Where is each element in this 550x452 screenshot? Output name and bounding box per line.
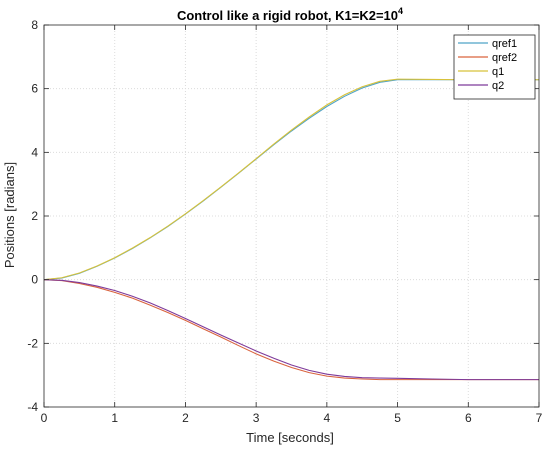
y-tick-label: 2 bbox=[31, 209, 38, 223]
legend-label-qref1: qref1 bbox=[492, 38, 517, 50]
x-tick-label: 6 bbox=[465, 411, 472, 425]
chart-title-superscript: 4 bbox=[398, 6, 403, 16]
x-tick-label: 3 bbox=[253, 411, 260, 425]
chart-title: Control like a rigid robot, K1=K2=104 bbox=[177, 6, 403, 23]
y-tick-label: -2 bbox=[27, 336, 38, 350]
y-tick-label: 8 bbox=[31, 18, 38, 32]
legend-label-q2: q2 bbox=[492, 80, 504, 92]
x-tick-label: 0 bbox=[41, 411, 48, 425]
series-line-q1 bbox=[43, 78, 539, 281]
x-tick-label: 1 bbox=[111, 411, 118, 425]
y-tick-label: 0 bbox=[31, 273, 38, 287]
legend-box bbox=[453, 34, 536, 100]
series-line-q2 bbox=[43, 279, 539, 381]
y-tick-label: -4 bbox=[27, 400, 38, 414]
legend-label-qref2: qref2 bbox=[492, 52, 517, 64]
x-tick-label: 5 bbox=[394, 411, 401, 425]
legend: qref1 qref2 q1 q2 bbox=[453, 34, 536, 100]
x-tick-label: 4 bbox=[324, 411, 331, 425]
chart-title-text: Control like a rigid robot, K1=K2=10 bbox=[177, 8, 398, 23]
series-line-qref2 bbox=[43, 279, 539, 381]
plot-area: 0 1 2 3 4 5 6 7 -4 -2 0 2 4 6 8 qref1 qref2 q1 q2 bbox=[27, 18, 542, 425]
x-tick-label: 7 bbox=[536, 411, 543, 425]
y-tick-label: 6 bbox=[31, 82, 38, 96]
legend-label-q1: q1 bbox=[492, 66, 504, 78]
x-axis-label: Time [seconds] bbox=[246, 430, 334, 445]
x-tick-label: 2 bbox=[182, 411, 189, 425]
y-axis-label: Positions [radians] bbox=[2, 162, 17, 268]
y-tick-label: 4 bbox=[31, 145, 38, 159]
